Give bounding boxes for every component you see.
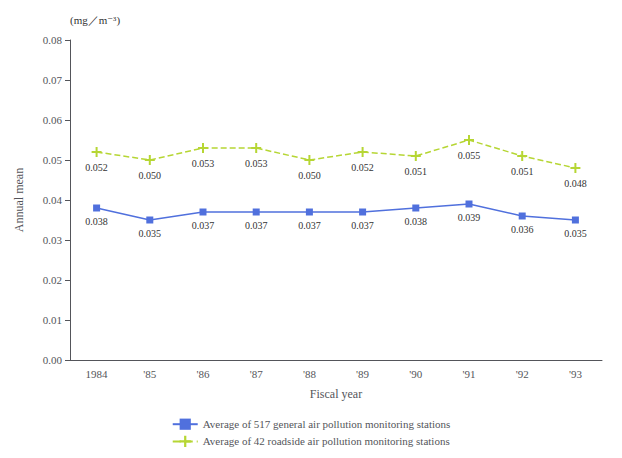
svg-text:0.055: 0.055	[458, 150, 481, 161]
svg-text:0.08: 0.08	[43, 34, 63, 46]
svg-text:'88: '88	[303, 368, 316, 380]
svg-text:0.037: 0.037	[245, 220, 268, 231]
svg-text:0.051: 0.051	[405, 166, 428, 177]
svg-text:0.035: 0.035	[139, 228, 162, 239]
svg-text:'91: '91	[463, 368, 476, 380]
svg-text:(mg／m⁻³): (mg／m⁻³)	[70, 14, 120, 27]
svg-text:0.051: 0.051	[511, 166, 534, 177]
svg-text:0.037: 0.037	[298, 220, 321, 231]
svg-text:'86: '86	[197, 368, 210, 380]
svg-text:Fiscal year: Fiscal year	[310, 387, 362, 401]
svg-text:0.048: 0.048	[564, 178, 587, 189]
svg-text:0.02: 0.02	[43, 274, 62, 286]
svg-text:Average of 517 general air pol: Average of 517 general air pollution mon…	[203, 418, 451, 430]
svg-text:'92: '92	[516, 368, 529, 380]
svg-text:Average of 42 roadside air pol: Average of 42 roadside air pollution mon…	[203, 435, 450, 447]
svg-text:Annual mean: Annual mean	[12, 168, 26, 232]
svg-text:0.036: 0.036	[511, 224, 534, 235]
svg-text:'93: '93	[569, 368, 582, 380]
svg-text:'85: '85	[143, 368, 156, 380]
svg-text:'87: '87	[250, 368, 263, 380]
svg-text:0.050: 0.050	[139, 170, 162, 181]
svg-text:0.037: 0.037	[351, 220, 374, 231]
svg-text:0.07: 0.07	[43, 74, 63, 86]
svg-text:0.05: 0.05	[43, 154, 63, 166]
svg-text:0.00: 0.00	[43, 354, 63, 366]
svg-text:0.052: 0.052	[85, 162, 108, 173]
svg-text:0.06: 0.06	[43, 114, 63, 126]
svg-text:'90: '90	[409, 368, 422, 380]
svg-text:0.01: 0.01	[43, 314, 62, 326]
svg-text:0.038: 0.038	[85, 216, 108, 227]
svg-text:0.037: 0.037	[192, 220, 215, 231]
svg-text:0.039: 0.039	[458, 212, 481, 223]
svg-text:0.035: 0.035	[564, 228, 587, 239]
svg-text:'89: '89	[356, 368, 369, 380]
svg-text:1984: 1984	[86, 368, 109, 380]
svg-text:0.03: 0.03	[43, 234, 63, 246]
svg-text:0.053: 0.053	[192, 158, 215, 169]
svg-text:0.038: 0.038	[405, 216, 428, 227]
svg-text:0.04: 0.04	[43, 194, 63, 206]
svg-text:0.050: 0.050	[298, 170, 321, 181]
svg-text:0.052: 0.052	[351, 162, 374, 173]
svg-text:0.053: 0.053	[245, 158, 268, 169]
